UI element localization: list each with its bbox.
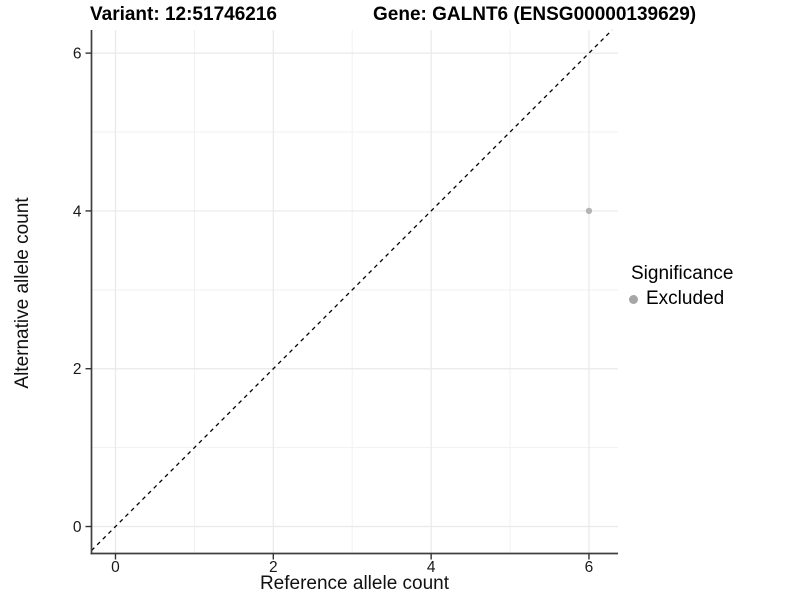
- legend-title: Significance: [631, 263, 734, 284]
- y-tick-label: 2: [73, 361, 82, 378]
- x-tick-label: 2: [269, 559, 278, 576]
- y-axis-title: Alternative allele count: [12, 197, 33, 389]
- gene-title: Gene: GALNT6 (ENSG00000139629): [373, 4, 697, 25]
- y-tick-label: 4: [73, 203, 82, 220]
- x-axis-title: Reference allele count: [259, 573, 450, 594]
- y-tick-label: 6: [73, 46, 82, 63]
- identity-line: [91, 29, 613, 551]
- x-tick-label: 0: [111, 559, 120, 576]
- x-tick-label: 4: [427, 559, 436, 576]
- legend-entry-excluded: Excluded: [629, 288, 733, 310]
- data-point: [585, 207, 593, 215]
- y-tick-label: 0: [73, 519, 82, 536]
- legend-entry-label: Excluded: [646, 288, 725, 309]
- excluded-point-icon: [629, 294, 638, 304]
- x-tick-label: 6: [585, 559, 594, 576]
- variant-title: Variant: 12:51746216: [90, 4, 277, 25]
- legend: Significance Excluded: [629, 263, 733, 310]
